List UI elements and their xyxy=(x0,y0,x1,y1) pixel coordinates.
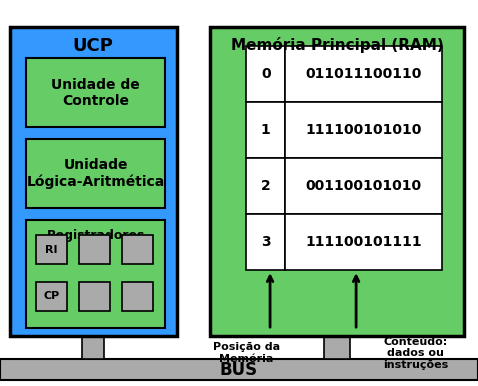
FancyBboxPatch shape xyxy=(285,46,442,102)
Text: Registradores: Registradores xyxy=(46,229,145,242)
Text: 1: 1 xyxy=(261,123,271,137)
FancyBboxPatch shape xyxy=(122,235,153,264)
Text: Unidade de
Controle: Unidade de Controle xyxy=(51,78,140,108)
FancyBboxPatch shape xyxy=(246,46,285,102)
Text: RI: RI xyxy=(45,245,58,255)
Text: Unidade
Lógica-Aritmética: Unidade Lógica-Aritmética xyxy=(26,158,165,189)
Text: 111100101111: 111100101111 xyxy=(305,235,422,249)
Text: BUS: BUS xyxy=(220,361,258,379)
FancyBboxPatch shape xyxy=(26,139,165,208)
FancyBboxPatch shape xyxy=(36,282,67,311)
FancyBboxPatch shape xyxy=(0,359,478,380)
Text: Conteúdo:
dados ou
instruções: Conteúdo: dados ou instruções xyxy=(383,337,448,370)
FancyBboxPatch shape xyxy=(246,158,285,214)
Text: 0: 0 xyxy=(261,67,271,81)
FancyBboxPatch shape xyxy=(10,27,177,336)
FancyBboxPatch shape xyxy=(285,214,442,270)
FancyBboxPatch shape xyxy=(79,235,110,264)
FancyBboxPatch shape xyxy=(246,102,285,158)
Text: Memória Principal (RAM): Memória Principal (RAM) xyxy=(230,37,444,52)
Text: 3: 3 xyxy=(261,235,271,249)
Text: 011011100110: 011011100110 xyxy=(305,67,422,81)
FancyBboxPatch shape xyxy=(36,235,67,264)
FancyBboxPatch shape xyxy=(324,336,350,359)
Text: 111100101010: 111100101010 xyxy=(305,123,422,137)
FancyBboxPatch shape xyxy=(285,102,442,158)
Text: 001100101010: 001100101010 xyxy=(306,179,422,193)
FancyBboxPatch shape xyxy=(246,214,285,270)
FancyBboxPatch shape xyxy=(122,282,153,311)
Text: 2: 2 xyxy=(261,179,271,193)
FancyBboxPatch shape xyxy=(79,282,110,311)
FancyBboxPatch shape xyxy=(26,220,165,328)
FancyBboxPatch shape xyxy=(210,27,464,336)
Text: CP: CP xyxy=(43,291,59,301)
Text: UCP: UCP xyxy=(73,37,114,55)
FancyBboxPatch shape xyxy=(285,158,442,214)
Text: Posição da
Memória: Posição da Memória xyxy=(213,342,280,364)
FancyBboxPatch shape xyxy=(26,58,165,127)
FancyBboxPatch shape xyxy=(83,336,104,359)
